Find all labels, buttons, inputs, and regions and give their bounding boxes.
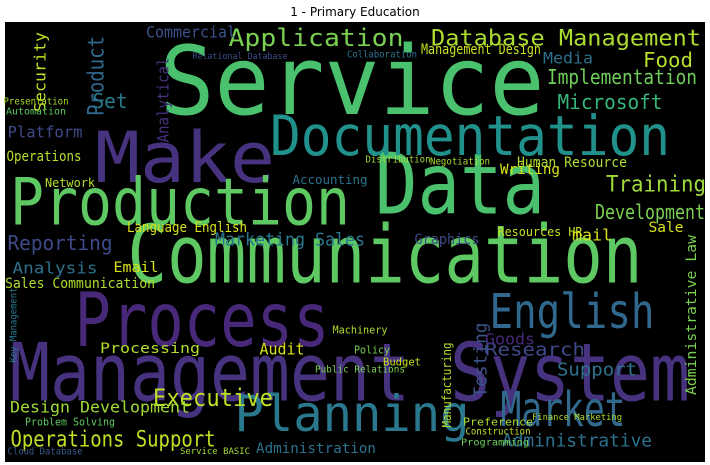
word: English (490, 284, 655, 340)
word: Collaboration (347, 50, 417, 61)
word: Research (485, 340, 585, 361)
word: Make (95, 117, 275, 199)
word: Machinery (333, 324, 388, 337)
word: Goods (485, 330, 535, 349)
word: Operations (7, 149, 82, 165)
word: Communication (128, 209, 643, 302)
word: Construction (466, 427, 531, 438)
word: Cloud Database (8, 447, 83, 458)
word: Operations Support (11, 428, 216, 453)
cloud-background (5, 22, 705, 462)
word: Microsoft (558, 90, 663, 114)
word: Marketing Sales (215, 230, 365, 251)
word: Human Resource (517, 155, 627, 171)
word: Support (557, 360, 637, 381)
word: Management System (10, 327, 690, 420)
word: Distribution (366, 155, 431, 166)
word: Commercial (146, 23, 236, 42)
word: Documentation (270, 104, 670, 168)
word: Preference (463, 416, 533, 429)
word: Testing (471, 323, 492, 398)
word: Training (606, 173, 706, 198)
chart-title: 1 - Primary Education (290, 5, 420, 19)
word: Set (93, 89, 128, 113)
word: Implementation (547, 65, 697, 89)
word: Audit (260, 340, 305, 359)
word: Development (595, 200, 705, 224)
word: Presentation (4, 97, 69, 108)
word: Analytical (154, 58, 173, 143)
word: Problem Solving (25, 416, 115, 429)
word: Media (543, 49, 593, 68)
word: Reporting (8, 231, 113, 255)
word: Graphics (415, 232, 480, 248)
word: Design Development (10, 398, 190, 417)
word: Policy (354, 344, 390, 357)
word: Email (114, 260, 159, 276)
word: Executive (153, 384, 273, 412)
word: Management Design (421, 42, 541, 58)
word: Administrative (502, 431, 652, 452)
word: Finance Marketing (532, 413, 622, 423)
word: Process (75, 276, 330, 364)
word: Market (501, 382, 626, 438)
word: Sale (649, 220, 684, 236)
word: Production (10, 166, 350, 241)
word: Manufacturing (440, 343, 454, 428)
word: Processing (100, 341, 200, 357)
word: Budget (383, 356, 421, 369)
word: Service (160, 27, 545, 137)
word: Service BASIC (180, 447, 250, 457)
word: Product (85, 36, 110, 116)
word: Platform (8, 123, 83, 142)
word: Negotiation (430, 157, 490, 168)
word: Database Management (431, 27, 701, 52)
word: mail (572, 226, 612, 245)
word: Sales Communication (5, 276, 155, 292)
word: Automation (6, 107, 66, 118)
word: Food (643, 48, 693, 72)
word: Application (229, 24, 404, 52)
word: Data (375, 136, 545, 235)
word: Administrative Law (684, 234, 700, 395)
word: Network (45, 176, 96, 190)
word: Writing (500, 162, 560, 178)
word: Accounting (293, 173, 368, 187)
word: Administration (256, 441, 376, 457)
word: Security (31, 32, 50, 112)
word: Planning (235, 385, 470, 443)
word: Resources HR (498, 225, 584, 239)
word: Key Management (9, 288, 20, 363)
word: Programming (461, 438, 529, 449)
word: Language English (127, 220, 247, 236)
word: Relational Database (193, 52, 288, 62)
word: Public Relations (315, 365, 405, 376)
word: Analysis (13, 259, 98, 278)
